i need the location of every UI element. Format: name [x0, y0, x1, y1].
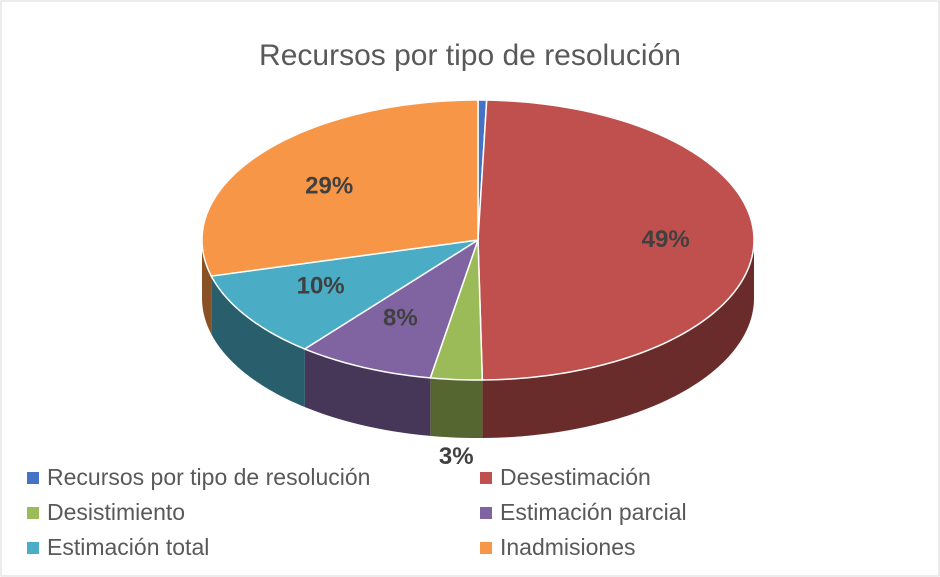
legend-swatch [27, 472, 39, 484]
pie-side [202, 240, 212, 335]
pie-side-shade [202, 240, 212, 335]
pie-side [482, 240, 754, 438]
legend-label: Desestimación [500, 464, 651, 490]
pie-slice [201, 99, 479, 277]
legend-swatch [480, 542, 492, 554]
legend-label: Estimación total [47, 534, 209, 560]
pie-side [211, 276, 305, 407]
legend-label: Estimación parcial [500, 499, 687, 525]
data-label: 29% [305, 172, 353, 199]
data-label: 10% [297, 273, 345, 300]
pie-side [304, 348, 431, 436]
pie-slice [303, 238, 480, 379]
pie-side-shade [482, 240, 754, 438]
pie-side-shade [304, 348, 431, 436]
data-label: 49% [642, 226, 690, 253]
legend-swatch [27, 542, 39, 554]
pie-slice [429, 239, 484, 381]
pie-side-shade [430, 377, 483, 438]
legend-label: Recursos por tipo de resolución [47, 464, 370, 490]
legend-label: Desistimiento [47, 499, 185, 525]
pie-side [430, 377, 483, 438]
data-label: 8% [383, 304, 418, 331]
legend-label: Inadmisiones [500, 534, 636, 560]
chart-title: Recursos por tipo de resolución [259, 39, 681, 72]
legend-swatch [480, 472, 492, 484]
pie-slice [477, 99, 755, 381]
pie-side-shade [211, 276, 305, 407]
legend-swatch [480, 507, 492, 519]
data-label: 3% [439, 443, 474, 470]
legend-swatch [27, 507, 39, 519]
